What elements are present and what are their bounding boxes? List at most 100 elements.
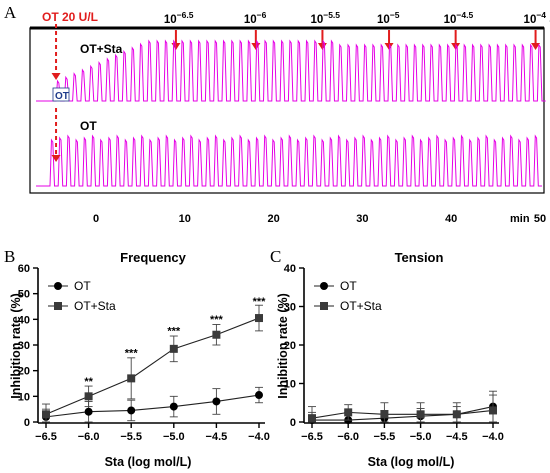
x-tick-label: −5.0 bbox=[410, 431, 432, 443]
series-line bbox=[45, 394, 260, 418]
data-point bbox=[84, 392, 93, 401]
concentration-arrow bbox=[251, 30, 261, 50]
x-tick-label: −4.0 bbox=[248, 431, 270, 443]
trace-ot-sta bbox=[36, 39, 546, 102]
panel-a: A OT 20 U/L 10−6.5 10−6 10−5.5 10−5 10−4.5 10… bbox=[4, 3, 550, 225]
x-tick-label: −6.0 bbox=[78, 431, 100, 443]
data-point bbox=[127, 374, 136, 383]
y-tick-label: 0 bbox=[290, 417, 296, 429]
concentration-arrow bbox=[171, 30, 181, 50]
legend-item: OT+Sta bbox=[48, 299, 116, 313]
chart-b-title: Frequency bbox=[120, 250, 187, 265]
x-tick-label: −6.0 bbox=[337, 431, 359, 443]
legend-label: OT+Sta bbox=[340, 299, 382, 313]
series-ot-sta bbox=[308, 394, 497, 423]
time-axis-unit: min bbox=[510, 213, 530, 225]
series-line bbox=[312, 406, 494, 421]
significance-label: *** bbox=[253, 296, 267, 308]
data-point bbox=[416, 410, 425, 419]
data-point bbox=[169, 402, 178, 411]
trace-label-ot-sta: OT+Sta bbox=[80, 42, 123, 56]
y-tick-label: 20 bbox=[284, 340, 296, 352]
panel-c-letter: C bbox=[270, 247, 281, 266]
data-point bbox=[169, 344, 178, 353]
significance-label: ** bbox=[84, 376, 93, 388]
panel-b-letter: B bbox=[4, 247, 15, 266]
trace-marker-label: OT bbox=[55, 91, 69, 102]
panel-b: B Frequency 0 10 20 30 40 50 60 −6.5 −6.0 −5.5 −5.… bbox=[4, 247, 270, 469]
x-tick-label: −6.5 bbox=[301, 431, 323, 443]
series-line bbox=[311, 409, 494, 419]
y-tick-label: 10 bbox=[284, 379, 296, 391]
concentration-arrow bbox=[531, 30, 541, 50]
chart-c-xlabel: Sta (log mol/L) bbox=[368, 455, 455, 469]
concentration-label: 10−6.5 bbox=[164, 10, 194, 26]
chart-b-xlabel: Sta (log mol/L) bbox=[105, 455, 192, 469]
panel-c: C Tension 0 10 20 30 40 −6.5 −6.0 −5.5 −5.0 −4.5 −… bbox=[270, 247, 504, 469]
chart-c-ylabel: Inhibition rate (%) bbox=[276, 293, 290, 399]
legend-item: OT+Sta bbox=[314, 299, 382, 313]
x-tick-label: −5.5 bbox=[374, 431, 396, 443]
x-tick-label: −4.0 bbox=[482, 431, 504, 443]
legend-item: OT bbox=[48, 279, 91, 293]
chart-b-ylabel: Inhibition rate (%) bbox=[9, 293, 23, 399]
data-point bbox=[452, 410, 461, 419]
y-tick-label: 50 bbox=[18, 289, 30, 301]
data-point bbox=[42, 410, 50, 419]
series-ot bbox=[308, 390, 497, 425]
series-line bbox=[45, 317, 260, 415]
time-axis-tick: 40 bbox=[445, 213, 457, 225]
legend-label: OT+Sta bbox=[74, 299, 116, 313]
time-axis-tick: 30 bbox=[356, 213, 368, 225]
data-point bbox=[212, 330, 221, 339]
trace-label-ot: OT bbox=[80, 119, 97, 133]
data-point bbox=[212, 397, 221, 406]
ot-arrow-top bbox=[51, 24, 61, 80]
data-point bbox=[380, 410, 389, 419]
chart-tension: 0 10 20 30 40 −6.5 −6.0 −5.5 −5.0 −4.5 −4.0 OT OT+St… bbox=[284, 263, 504, 443]
data-point bbox=[489, 406, 497, 415]
legend-label: OT bbox=[74, 279, 91, 293]
significance-label: *** bbox=[167, 326, 181, 338]
legend-label: OT bbox=[340, 279, 357, 293]
y-tick-label: 60 bbox=[18, 263, 30, 275]
ot-arrow bbox=[51, 24, 61, 162]
x-tick-label: −4.5 bbox=[446, 431, 468, 443]
concentration-label: 10−5.5 bbox=[310, 10, 340, 26]
y-tick-label: 30 bbox=[284, 302, 296, 314]
data-point bbox=[84, 407, 93, 416]
time-axis-tick: 10 bbox=[179, 213, 191, 225]
panel-a-letter: A bbox=[4, 3, 17, 22]
legend-item: OT bbox=[314, 279, 357, 293]
trace-ot bbox=[36, 134, 542, 187]
y-tick-label: 40 bbox=[284, 263, 296, 275]
concentration-labels: 10−6.5 10−6 10−5.5 10−5 10−4.5 10−4 Sta (mol/… bbox=[164, 10, 550, 26]
y-tick-label: 30 bbox=[18, 340, 30, 352]
data-point bbox=[344, 408, 353, 417]
y-tick-label: 0 bbox=[24, 417, 30, 429]
concentration-arrows bbox=[171, 30, 541, 50]
significance-label: *** bbox=[125, 348, 139, 360]
ot-arrow-bottom bbox=[51, 108, 61, 162]
concentration-label: 10−4 Sta (mol/L) bbox=[524, 10, 550, 26]
chart-c-title: Tension bbox=[395, 250, 444, 265]
time-axis-tick: 20 bbox=[267, 213, 279, 225]
y-tick-label: 10 bbox=[18, 391, 30, 403]
data-point bbox=[308, 414, 316, 423]
concentration-label: 10−5 bbox=[377, 10, 400, 26]
series-ot-sta bbox=[42, 304, 263, 423]
ot-dose-label: OT 20 U/L bbox=[42, 10, 98, 24]
trace-marker-box bbox=[52, 87, 70, 102]
concentration-label: 10−6 bbox=[244, 10, 267, 26]
series-ot bbox=[42, 386, 263, 423]
time-axis: 0 10 20 30 40 50 bbox=[93, 213, 546, 225]
x-tick-label: −5.5 bbox=[120, 431, 142, 443]
data-point bbox=[255, 314, 263, 323]
data-point bbox=[127, 406, 136, 415]
time-axis-tick: 50 bbox=[534, 213, 546, 225]
x-tick-label: −6.5 bbox=[35, 431, 57, 443]
x-tick-label: −5.0 bbox=[163, 431, 185, 443]
data-point bbox=[255, 391, 263, 400]
